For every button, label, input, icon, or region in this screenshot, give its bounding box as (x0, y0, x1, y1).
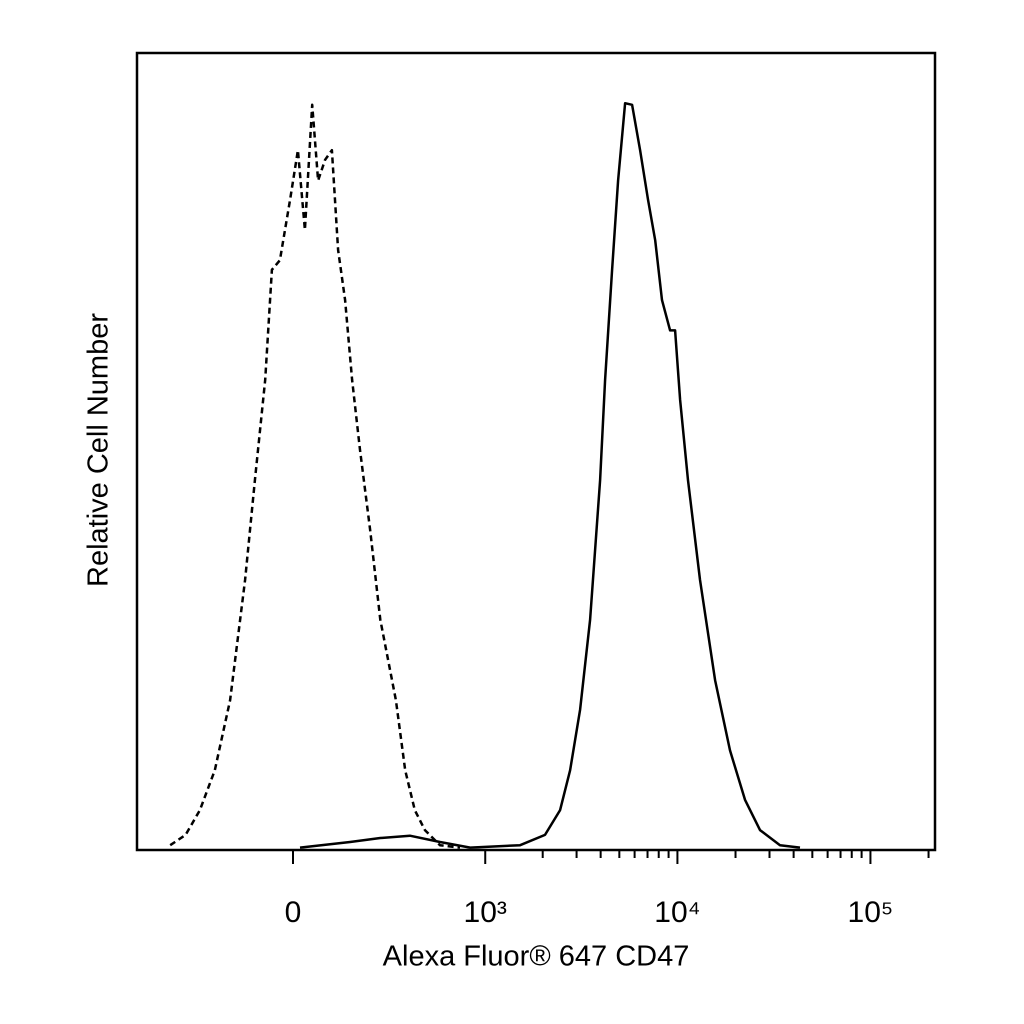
plot-frame (135, 51, 937, 852)
y-axis-title: Relative Cell Number (83, 313, 115, 587)
histogram-line (299, 101, 801, 849)
x-axis-title: Alexa Fluor® 647 CD47 (383, 941, 690, 973)
x-tick-label: 10³ (464, 896, 507, 929)
histogram-line (169, 103, 461, 849)
x-tick-label: 10⁴ (654, 896, 700, 929)
x-tick-label: 10⁵ (848, 896, 894, 929)
x-tick-label: 0 (285, 896, 302, 929)
